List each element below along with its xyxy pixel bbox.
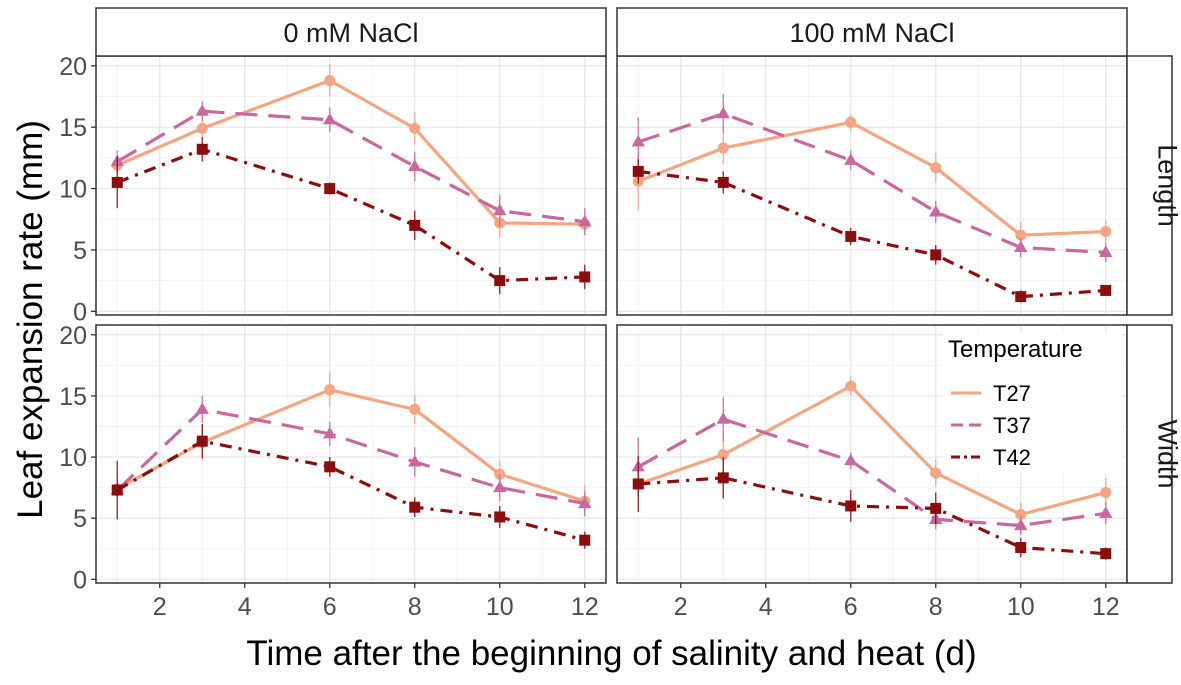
x-tick-label: 10: [486, 593, 514, 621]
panel-0-mm-nacl-length-series-t27-line: [117, 81, 585, 225]
panel-0-mm-nacl-length-series-t42-line: [117, 149, 585, 280]
panel-100-mm-nacl-width-series-t42-point: [930, 503, 941, 514]
panel-100-mm-nacl-length-series-t27-point: [718, 143, 729, 154]
panel-100-mm-nacl-length-series-t37-point: [844, 153, 857, 165]
panel-100-mm-nacl-length-frame: [617, 56, 1127, 315]
panel-0-mm-nacl-width-series-t37-point: [196, 402, 209, 414]
y-axis-title: Leaf expansion rate (mm): [11, 120, 50, 519]
x-tick-label: 2: [153, 593, 167, 621]
panel-0-mm-nacl-length-series-t42-point: [579, 271, 590, 282]
panel-0-mm-nacl-length-series-t42-point: [409, 220, 420, 231]
y-tick-label: 0: [73, 566, 87, 594]
panel-0-mm-nacl-width-series-t42-point: [197, 436, 208, 447]
y-tick-label: 5: [73, 237, 87, 265]
x-tick-label: 12: [571, 593, 599, 621]
panel-100-mm-nacl-width-series-t42-point: [845, 500, 856, 511]
panel-0-mm-nacl-width-series-t37: [111, 396, 592, 516]
panel-0-mm-nacl-length-series-t27-point: [197, 123, 208, 134]
x-tick-label: 8: [929, 593, 943, 621]
panel-100-mm-nacl-length-series-t27-point: [845, 117, 856, 128]
panel-0-mm-nacl-width-series-t42-point: [579, 535, 590, 546]
x-tick-label: 10: [1007, 593, 1035, 621]
x-tick-label: 8: [408, 593, 422, 621]
panel-0-mm-nacl-length-series-t37-point: [323, 113, 336, 125]
panel-100-mm-nacl-length-series-t37-point: [929, 205, 942, 217]
panel-0-mm-nacl-width-series-t27-point: [324, 384, 335, 395]
panel-100-mm-nacl-width-series-t27-point: [845, 381, 856, 392]
panel-100-mm-nacl-width-series-t42-point: [633, 478, 644, 489]
panel-100-mm-nacl-length-series-t42-point: [633, 166, 644, 177]
panel-0-mm-nacl-length-frame: [96, 56, 606, 315]
series-layer: [111, 65, 1113, 560]
x-tick-label: 6: [323, 593, 337, 621]
panel-0-mm-nacl-width-series-t27: [112, 373, 591, 517]
panel-0-mm-nacl-width-series-t37-point: [493, 481, 506, 493]
panel-100-mm-nacl-length-series-t37: [632, 94, 1113, 262]
strip-0-mm-nacl-label: 0 mM NaCl: [283, 18, 418, 48]
legend-title: Temperature: [948, 336, 1083, 363]
panel-0-mm-nacl-width-series-t42: [112, 424, 591, 549]
y-tick-label: 5: [73, 505, 87, 533]
x-tick-label: 2: [674, 593, 688, 621]
strip-100-mm-nacl-label: 100 mM NaCl: [789, 18, 954, 48]
y-tick-label: 15: [59, 383, 87, 411]
x-axis-title: Time after the beginning of salinity and…: [246, 634, 976, 673]
panel-0-mm-nacl-width-series-t42-point: [112, 485, 123, 496]
panel-100-mm-nacl-width-series-t27-point: [930, 467, 941, 478]
panel-100-mm-nacl-length-series-t27-line: [638, 122, 1106, 235]
panel-0-mm-nacl-length-series-t42-point: [324, 183, 335, 194]
panel-0-mm-nacl-length-series-t27-point: [409, 123, 420, 134]
panel-100-mm-nacl-length-series-t42-point: [718, 177, 729, 188]
x-tick-label: 4: [759, 593, 773, 621]
panel-100-mm-nacl-length-series-t37-point: [717, 107, 730, 119]
strip-width-label: Width: [1153, 419, 1181, 488]
y-tick-label: 15: [59, 114, 87, 142]
panel-100-mm-nacl-length-series-t27-point: [930, 162, 941, 173]
grid-layer: [96, 56, 1127, 583]
panel-100-mm-nacl-length-series-t42-point: [845, 231, 856, 242]
panel-0-mm-nacl-length-series-t37: [111, 101, 592, 235]
panel-100-mm-nacl-length-series-t42: [633, 159, 1112, 303]
legend-label-t37: T37: [993, 413, 1031, 438]
panel-100-mm-nacl-width-series-t42-line: [638, 478, 1106, 554]
panel-100-mm-nacl-width-series-t42-point: [718, 472, 729, 483]
panel-0-mm-nacl-length-series-t42-point: [112, 177, 123, 188]
panel-100-mm-nacl-length-series-t27-point: [1100, 226, 1111, 237]
panel-frames-layer: [91, 8, 1172, 588]
panel-0-mm-nacl-width-frame: [96, 325, 606, 583]
panel-0-mm-nacl-length-series-t27-point: [324, 75, 335, 86]
panel-100-mm-nacl-length-series-t42-point: [1015, 291, 1026, 302]
panel-0-mm-nacl-length-series-t42-point: [494, 275, 505, 286]
legend-label-t27: T27: [993, 381, 1031, 406]
y-tick-label: 10: [59, 444, 87, 472]
panel-0-mm-nacl-width-series-t42-point: [494, 511, 505, 522]
panel-0-mm-nacl-width-series-t42-point: [324, 461, 335, 472]
panel-100-mm-nacl-width-series-t37-point: [844, 454, 857, 466]
strip-length-label: Length: [1153, 144, 1181, 227]
panel-100-mm-nacl-width-series-t27-point: [1100, 487, 1111, 498]
panel-100-mm-nacl-width-series-t37-point: [717, 412, 730, 424]
panel-100-mm-nacl-width-series-t37-point: [1099, 506, 1112, 518]
panel-100-mm-nacl-length-series-t42-point: [930, 249, 941, 260]
panel-100-mm-nacl-width-series-t42-point: [1100, 548, 1111, 559]
x-tick-label: 4: [238, 593, 252, 621]
legend-label-t42: T42: [993, 445, 1031, 470]
y-tick-label: 20: [59, 322, 87, 350]
y-tick-label: 20: [59, 53, 87, 81]
y-tick-label: 10: [59, 176, 87, 204]
panel-0-mm-nacl-width-series-t27-line: [117, 390, 585, 501]
panel-0-mm-nacl-width-series-t37-line: [117, 409, 585, 503]
panel-0-mm-nacl-width-series-t42-point: [409, 502, 420, 513]
panel-0-mm-nacl-length-series-t42: [112, 137, 591, 294]
x-tick-label: 12: [1092, 593, 1120, 621]
panel-100-mm-nacl-width-series-t42-point: [1015, 542, 1026, 553]
x-tick-label: 6: [844, 593, 858, 621]
legend: Temperature T27 T37 T42: [943, 333, 1121, 473]
panel-100-mm-nacl-length-series-t42-point: [1100, 285, 1111, 296]
panel-0-mm-nacl-width-series-t27-point: [409, 404, 420, 415]
panel-0-mm-nacl-length-series-t42-point: [197, 144, 208, 155]
